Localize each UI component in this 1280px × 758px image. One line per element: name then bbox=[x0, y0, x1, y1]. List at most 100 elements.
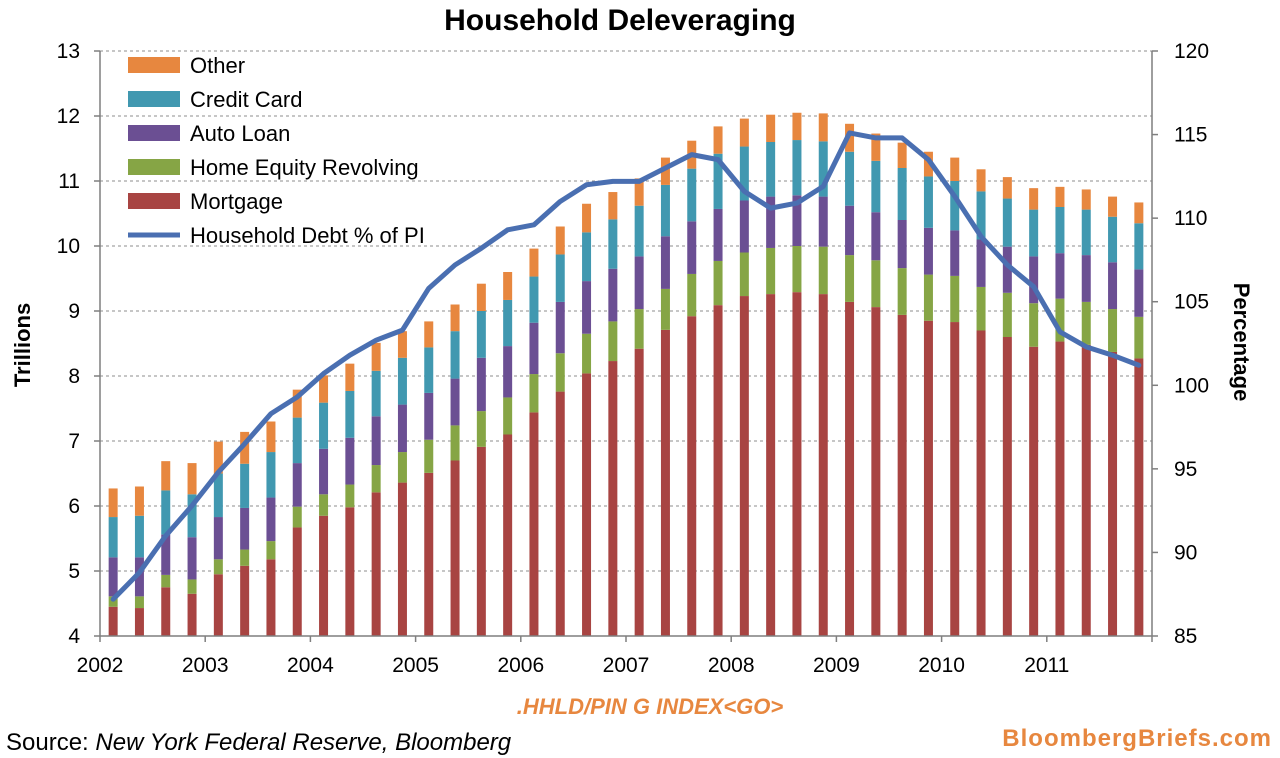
bar-other-2006Q1 bbox=[529, 248, 539, 277]
bar-auto-loan-2009Q3 bbox=[897, 220, 907, 269]
bar-auto-loan-2005Q1 bbox=[424, 392, 434, 440]
bar-credit-card-2003Q3 bbox=[266, 452, 276, 498]
bar-home-equity-revolving-2003Q3 bbox=[266, 541, 276, 560]
bar-credit-card-2009Q3 bbox=[897, 168, 907, 220]
bar-home-equity-revolving-2002Q4 bbox=[187, 579, 197, 594]
bar-auto-loan-2002Q3 bbox=[161, 534, 171, 575]
bar-mortgage-2008Q2 bbox=[766, 294, 776, 636]
bar-credit-card-2007Q4 bbox=[713, 153, 723, 209]
bar-credit-card-2008Q3 bbox=[792, 140, 802, 196]
bar-mortgage-2004Q3 bbox=[371, 492, 381, 636]
bar-credit-card-2007Q1 bbox=[634, 205, 644, 257]
bar-home-equity-revolving-2003Q2 bbox=[240, 549, 250, 566]
bar-auto-loan-2011Q1 bbox=[1055, 253, 1065, 299]
axes bbox=[94, 50, 1158, 642]
bar-other-2008Q2 bbox=[766, 114, 776, 142]
y2-tick-label-120: 120 bbox=[1174, 40, 1209, 63]
bar-credit-card-2010Q1 bbox=[950, 181, 960, 231]
bar-mortgage-2003Q3 bbox=[266, 559, 276, 636]
bar-other-2011Q4 bbox=[1134, 202, 1144, 224]
bar-home-equity-revolving-2008Q4 bbox=[818, 246, 828, 295]
bar-credit-card-2010Q2 bbox=[976, 191, 986, 240]
bar-other-2003Q3 bbox=[266, 421, 276, 453]
bar-other-2004Q4 bbox=[397, 331, 407, 358]
bar-mortgage-2003Q1 bbox=[213, 574, 223, 636]
bar-mortgage-2003Q2 bbox=[240, 565, 250, 636]
bar-mortgage-2011Q1 bbox=[1055, 341, 1065, 636]
x-tick-label-2007: 2007 bbox=[603, 654, 650, 677]
bar-home-equity-revolving-2010Q1 bbox=[950, 275, 960, 323]
y-tick-labels: 4 5 6 7 8 9 10 11 12 13 bbox=[57, 40, 81, 648]
y-tick-label-7: 7 bbox=[68, 430, 80, 453]
bar-credit-card-2004Q3 bbox=[371, 370, 381, 417]
y2-tick-label-85: 85 bbox=[1174, 625, 1197, 648]
bar-mortgage-2011Q3 bbox=[1108, 351, 1118, 636]
bar-mortgage-2005Q2 bbox=[450, 460, 460, 636]
bar-credit-card-2002Q4 bbox=[187, 494, 197, 538]
legend-swatch-credit-card bbox=[128, 91, 180, 107]
bar-other-2006Q2 bbox=[555, 226, 565, 255]
source-label: Source: bbox=[6, 729, 95, 756]
y-tick-label-10: 10 bbox=[57, 235, 80, 258]
bar-auto-loan-2008Q1 bbox=[739, 200, 749, 253]
bar-home-equity-revolving-2004Q3 bbox=[371, 465, 381, 493]
bar-auto-loan-2004Q3 bbox=[371, 416, 381, 466]
bar-other-2008Q3 bbox=[792, 112, 802, 141]
bar-home-equity-revolving-2007Q2 bbox=[660, 288, 670, 330]
chart-title: Household Deleveraging bbox=[444, 4, 796, 37]
bar-home-equity-revolving-2011Q1 bbox=[1055, 298, 1065, 342]
bar-credit-card-2005Q1 bbox=[424, 347, 434, 393]
legend-swatch-mortgage bbox=[128, 193, 180, 209]
bar-home-equity-revolving-2007Q4 bbox=[713, 260, 723, 306]
bar-auto-loan-2003Q4 bbox=[292, 463, 302, 507]
legend-swatch-home-equity-revolving bbox=[128, 159, 180, 175]
bar-home-equity-revolving-2007Q1 bbox=[634, 309, 644, 349]
bar-credit-card-2005Q3 bbox=[476, 311, 486, 358]
bar-credit-card-2006Q2 bbox=[555, 254, 565, 302]
bar-credit-card-2011Q1 bbox=[1055, 207, 1065, 254]
bar-mortgage-2006Q1 bbox=[529, 412, 539, 636]
legend-label-household-debt: Household Debt % of PI bbox=[190, 223, 425, 248]
bar-other-2003Q2 bbox=[240, 431, 250, 464]
bar-other-2010Q3 bbox=[1002, 177, 1012, 199]
bar-other-2010Q2 bbox=[976, 169, 986, 192]
bar-home-equity-revolving-2010Q2 bbox=[976, 286, 986, 331]
bar-auto-loan-2011Q3 bbox=[1108, 262, 1118, 310]
bar-mortgage-2007Q4 bbox=[713, 305, 723, 636]
bar-credit-card-2009Q1 bbox=[845, 151, 855, 206]
x-tick-label-2009: 2009 bbox=[813, 654, 860, 677]
bar-credit-card-2010Q4 bbox=[1029, 209, 1039, 257]
bar-mortgage-2009Q4 bbox=[923, 320, 933, 636]
bar-mortgage-2007Q3 bbox=[687, 316, 697, 636]
bar-home-equity-revolving-2003Q1 bbox=[213, 559, 223, 575]
bar-credit-card-2002Q3 bbox=[161, 490, 171, 535]
y-tick-label-12: 12 bbox=[57, 105, 80, 128]
bar-other-2002Q1 bbox=[108, 488, 118, 518]
bar-home-equity-revolving-2008Q3 bbox=[792, 246, 802, 293]
bar-home-equity-revolving-2011Q2 bbox=[1081, 301, 1091, 345]
bar-credit-card-2008Q2 bbox=[766, 142, 776, 197]
y2-tick-label-100: 100 bbox=[1174, 374, 1209, 397]
ticker-label: .HHLD/PIN G INDEX<GO> bbox=[517, 694, 784, 719]
bar-other-2010Q1 bbox=[950, 157, 960, 181]
bar-mortgage-2006Q4 bbox=[608, 361, 618, 636]
bar-auto-loan-2003Q3 bbox=[266, 497, 276, 542]
bar-credit-card-2006Q4 bbox=[608, 219, 618, 269]
legend-swatch-auto-loan bbox=[128, 125, 180, 141]
bar-auto-loan-2004Q1 bbox=[319, 448, 329, 495]
bar-mortgage-2002Q4 bbox=[187, 593, 197, 636]
bar-home-equity-revolving-2004Q4 bbox=[397, 452, 407, 483]
source-note: Source: New York Federal Reserve, Bloomb… bbox=[6, 729, 512, 756]
bar-other-2003Q4 bbox=[292, 389, 302, 418]
x-tick-label-2006: 2006 bbox=[497, 654, 544, 677]
y2-tick-label-90: 90 bbox=[1174, 541, 1197, 564]
bar-mortgage-2005Q3 bbox=[476, 446, 486, 636]
bar-other-2002Q2 bbox=[134, 486, 144, 516]
bar-other-2003Q1 bbox=[213, 441, 223, 474]
bar-mortgage-2009Q2 bbox=[871, 307, 881, 636]
bar-auto-loan-2005Q4 bbox=[503, 346, 513, 398]
x-tick-label-2003: 2003 bbox=[182, 654, 229, 677]
bar-auto-loan-2002Q2 bbox=[134, 557, 144, 597]
y2-axis-label: Percentage bbox=[1229, 283, 1254, 402]
bar-mortgage-2004Q1 bbox=[319, 515, 329, 636]
